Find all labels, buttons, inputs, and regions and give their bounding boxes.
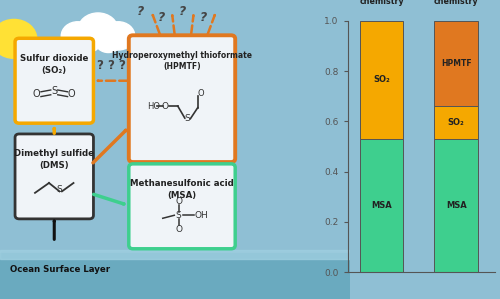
- Circle shape: [78, 13, 118, 48]
- Text: ?: ?: [136, 5, 143, 19]
- FancyBboxPatch shape: [129, 35, 235, 162]
- Text: Dimethyl sulfide: Dimethyl sulfide: [14, 150, 94, 158]
- Text: HO: HO: [147, 102, 160, 111]
- Bar: [434, 106, 478, 139]
- Text: HPMTF: HPMTF: [441, 59, 472, 68]
- Text: (MSA): (MSA): [168, 191, 196, 200]
- Bar: [434, 21, 478, 106]
- Text: MSA: MSA: [372, 201, 392, 210]
- Bar: [0, 253, 350, 299]
- Text: (SO₂): (SO₂): [42, 66, 67, 75]
- Text: Methanesulfonic acid: Methanesulfonic acid: [130, 179, 234, 188]
- Text: O: O: [68, 89, 76, 99]
- Text: S: S: [176, 211, 182, 220]
- FancyBboxPatch shape: [129, 164, 235, 249]
- Text: ATom
chemistry: ATom chemistry: [434, 0, 478, 6]
- Text: S: S: [56, 185, 62, 194]
- FancyBboxPatch shape: [15, 134, 94, 219]
- Circle shape: [102, 22, 135, 50]
- Bar: [434, 139, 478, 272]
- Text: O: O: [175, 197, 182, 206]
- Text: OH: OH: [194, 211, 208, 220]
- Text: O: O: [33, 89, 40, 99]
- Bar: [360, 139, 404, 272]
- Circle shape: [75, 30, 100, 53]
- Text: O: O: [175, 225, 182, 234]
- Text: MSA: MSA: [446, 201, 466, 210]
- Text: ?: ?: [178, 5, 186, 19]
- Text: ?: ?: [200, 11, 206, 25]
- Circle shape: [0, 19, 37, 58]
- Text: (DMS): (DMS): [40, 161, 69, 170]
- Text: SO₂: SO₂: [374, 75, 390, 84]
- Text: Ocean Surface Layer: Ocean Surface Layer: [10, 265, 110, 274]
- Bar: [0, 250, 350, 259]
- Text: SO₂: SO₂: [448, 118, 464, 127]
- FancyBboxPatch shape: [15, 38, 94, 123]
- Text: O: O: [198, 89, 204, 98]
- Text: (HPMTF): (HPMTF): [163, 62, 201, 71]
- Text: Hydroperoxymethyl thioformate: Hydroperoxymethyl thioformate: [112, 51, 252, 60]
- Text: Traditional
chemistry: Traditional chemistry: [358, 0, 406, 6]
- Text: ? ? ?: ? ? ?: [96, 59, 126, 72]
- Text: O: O: [162, 102, 168, 111]
- Text: Sulfur dioxide: Sulfur dioxide: [20, 54, 88, 63]
- Circle shape: [62, 22, 94, 50]
- Text: ?: ?: [158, 11, 164, 25]
- Circle shape: [96, 30, 121, 53]
- Text: S: S: [51, 86, 58, 96]
- Text: S: S: [184, 114, 190, 123]
- Bar: [360, 21, 404, 139]
